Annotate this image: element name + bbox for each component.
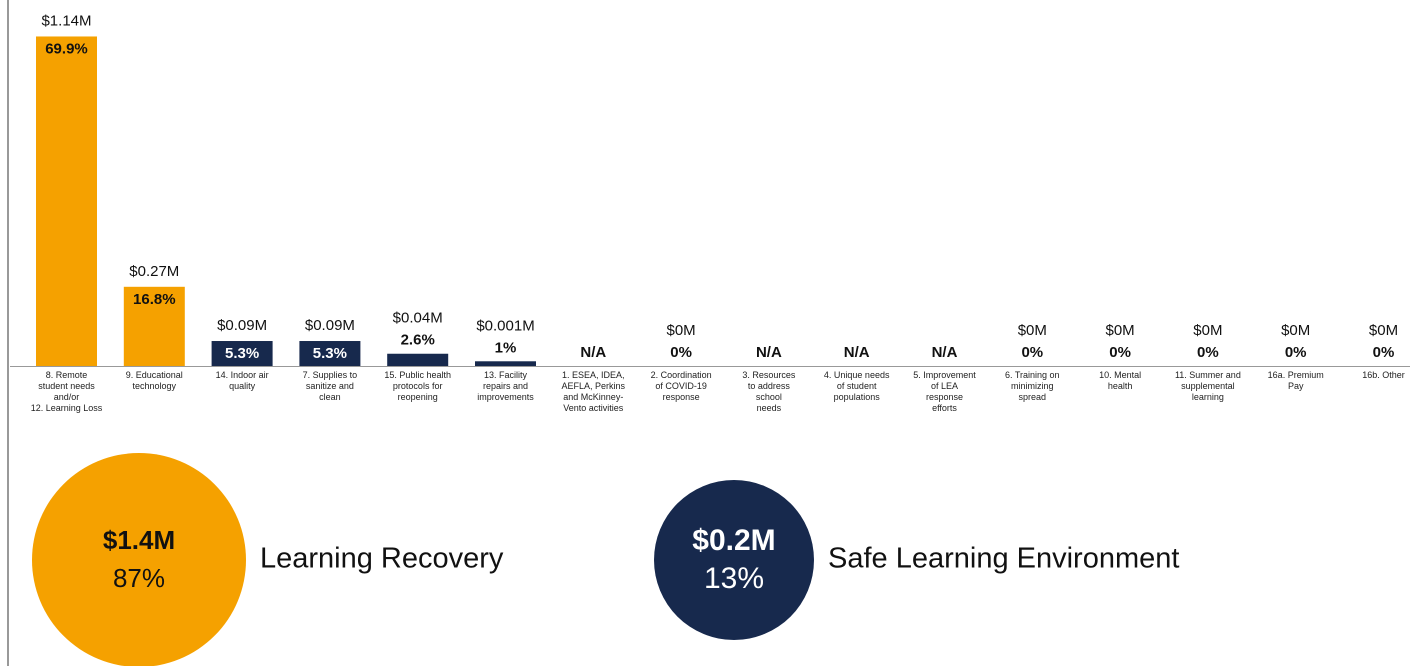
category-label: 1. ESEA, IDEA, AEFLA, Perkins and McKinney… <box>562 370 626 413</box>
value-label: 0% <box>1373 344 1395 361</box>
amount-label: $0M <box>1369 322 1398 339</box>
value-label: N/A <box>932 344 958 361</box>
bar <box>387 353 449 366</box>
amount-label: $0M <box>1281 322 1310 339</box>
category-label: 10. Mental health <box>1099 370 1141 391</box>
category-label: 16b. Other <box>1362 370 1405 380</box>
value-label: 0% <box>1109 344 1131 361</box>
category-label: 7. Supplies to sanitize and clean <box>303 370 358 402</box>
value-label: N/A <box>580 344 606 361</box>
summary-circle <box>32 453 246 666</box>
category-label: 15. Public health protocols for reopening <box>384 370 451 402</box>
amount-label: $0M <box>667 322 696 339</box>
summary-percent: 13% <box>704 562 764 595</box>
bar <box>211 341 273 366</box>
summary-percent: 87% <box>113 563 165 593</box>
summary-amount: $1.4M <box>103 525 175 555</box>
amount-label: $0M <box>1193 322 1222 339</box>
value-label: 0% <box>1285 344 1307 361</box>
category-label: 11. Summer and supplemental learning <box>1175 370 1241 402</box>
category-label: 8. Remote student needs and/or 12. Learning… <box>31 370 103 413</box>
category-label: 16a. Premium Pay <box>1268 370 1324 391</box>
amount-label: $0.04M <box>393 310 443 327</box>
category-label: 2. Coordination of COVID-19 response <box>651 370 712 402</box>
value-label: 1% <box>495 339 517 356</box>
bar <box>475 361 536 366</box>
amount-label: $0.27M <box>129 263 179 280</box>
amount-label: $0.09M <box>305 317 355 334</box>
value-label: 16.8% <box>133 291 176 308</box>
summary-circle <box>654 480 814 640</box>
amount-label: $0.09M <box>217 317 267 334</box>
amount-label: $0M <box>1106 322 1135 339</box>
value-label: 0% <box>1021 344 1043 361</box>
category-label: 3. Resources to address school needs <box>742 370 796 413</box>
category-label: 4. Unique needs of student populations <box>824 370 890 402</box>
value-label: N/A <box>756 344 782 361</box>
bar <box>299 341 361 366</box>
bar <box>36 36 97 366</box>
summary-name: Learning Recovery <box>260 543 504 575</box>
value-label: 5.3% <box>225 345 259 362</box>
category-label: 9. Educational technology <box>126 370 183 391</box>
bar <box>123 286 185 366</box>
amount-label: $0.001M <box>476 317 534 334</box>
category-label: 6. Training on minimizing spread <box>1005 370 1060 402</box>
category-label: 13. Facility repairs and improvements <box>477 370 534 402</box>
value-label: 5.3% <box>313 345 347 362</box>
value-label: 0% <box>670 344 692 361</box>
summary-amount: $0.2M <box>692 524 775 557</box>
value-label: 69.9% <box>45 40 88 57</box>
value-label: N/A <box>844 344 870 361</box>
category-label: 14. Indoor air quality <box>216 370 269 391</box>
amount-label: $1.14M <box>41 12 91 29</box>
value-label: 2.6% <box>401 332 435 349</box>
summary-name: Safe Learning Environment <box>828 543 1179 575</box>
value-label: 0% <box>1197 344 1219 361</box>
amount-label: $0M <box>1018 322 1047 339</box>
category-label: 5. Improvement of LEA response efforts <box>913 370 976 413</box>
